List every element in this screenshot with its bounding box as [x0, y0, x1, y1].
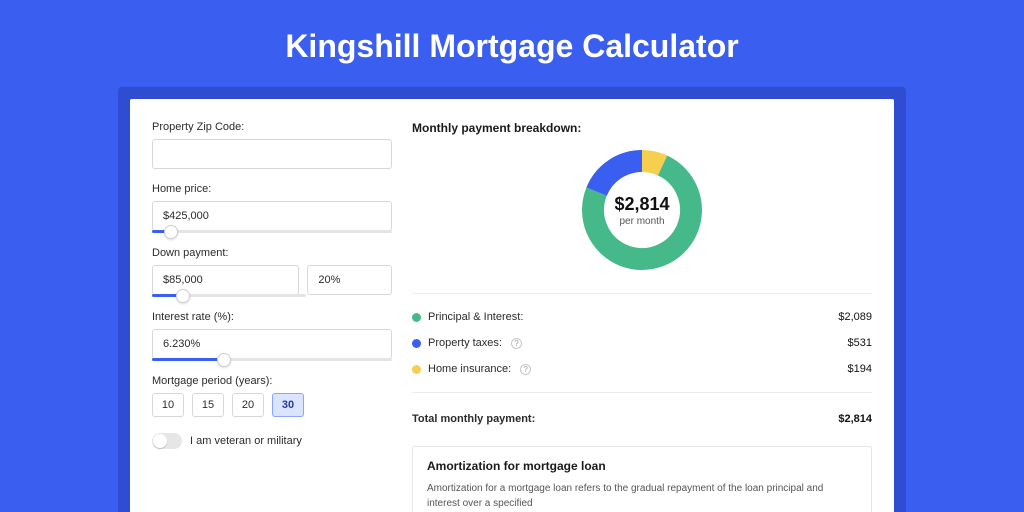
- veteran-label: I am veteran or military: [190, 435, 302, 447]
- calculator-card: Property Zip Code: Home price: Down paym…: [130, 99, 894, 512]
- home-price-slider-thumb[interactable]: [164, 225, 178, 239]
- amortization-box: Amortization for mortgage loan Amortizat…: [412, 446, 872, 512]
- down-payment-label: Down payment:: [152, 247, 392, 259]
- veteran-toggle[interactable]: [152, 433, 182, 449]
- interest-rate-block: Interest rate (%):: [152, 311, 392, 361]
- down-payment-amount-input[interactable]: [152, 265, 299, 295]
- down-payment-block: Down payment:: [152, 247, 392, 297]
- total-row: Total monthly payment: $2,814: [412, 403, 872, 432]
- home-price-slider[interactable]: [152, 230, 392, 233]
- zip-input[interactable]: [152, 139, 392, 169]
- app-shell: Property Zip Code: Home price: Down paym…: [118, 87, 906, 512]
- legend-value: $2,089: [838, 311, 872, 323]
- donut-amount: $2,814: [614, 194, 669, 215]
- down-payment-slider-thumb[interactable]: [176, 289, 190, 303]
- divider: [412, 293, 872, 294]
- legend-row: Principal & Interest: $2,089: [412, 304, 872, 330]
- interest-rate-slider[interactable]: [152, 358, 392, 361]
- interest-rate-slider-thumb[interactable]: [217, 353, 231, 367]
- total-label: Total monthly payment:: [412, 413, 535, 425]
- legend-label: Property taxes:: [428, 337, 502, 349]
- total-value: $2,814: [838, 413, 872, 425]
- period-label: Mortgage period (years):: [152, 375, 392, 387]
- period-options: 10 15 20 30: [152, 393, 392, 417]
- legend-value: $531: [848, 337, 872, 349]
- legend-value: $194: [848, 363, 872, 375]
- zip-label: Property Zip Code:: [152, 121, 392, 133]
- legend-dot: [412, 339, 421, 348]
- legend-label: Home insurance:: [428, 363, 511, 375]
- interest-rate-label: Interest rate (%):: [152, 311, 392, 323]
- period-option-10[interactable]: 10: [152, 393, 184, 417]
- period-option-15[interactable]: 15: [192, 393, 224, 417]
- donut-chart: $2,814 per month: [577, 145, 707, 275]
- legend-dot: [412, 365, 421, 374]
- legend: Principal & Interest: $2,089 Property taxe…: [412, 304, 872, 382]
- veteran-row: I am veteran or military: [152, 433, 392, 449]
- zip-block: Property Zip Code:: [152, 121, 392, 169]
- donut-center: $2,814 per month: [577, 145, 707, 275]
- divider: [412, 392, 872, 393]
- legend-label: Principal & Interest:: [428, 311, 523, 323]
- veteran-toggle-knob: [153, 434, 167, 448]
- legend-row: Home insurance:? $194: [412, 356, 872, 382]
- form-column: Property Zip Code: Home price: Down paym…: [152, 121, 392, 512]
- amortization-title: Amortization for mortgage loan: [427, 459, 857, 473]
- amortization-body: Amortization for a mortgage loan refers …: [427, 481, 857, 511]
- legend-dot: [412, 313, 421, 322]
- home-price-block: Home price:: [152, 183, 392, 233]
- breakdown-column: Monthly payment breakdown: $2,814 per mo…: [412, 121, 872, 512]
- down-payment-slider[interactable]: [152, 294, 306, 297]
- period-option-30[interactable]: 30: [272, 393, 304, 417]
- home-price-input[interactable]: [152, 201, 392, 231]
- breakdown-title: Monthly payment breakdown:: [412, 121, 872, 135]
- legend-row: Property taxes:? $531: [412, 330, 872, 356]
- down-payment-pct-input[interactable]: [307, 265, 392, 295]
- info-icon[interactable]: ?: [520, 364, 531, 375]
- donut-sub: per month: [619, 216, 664, 227]
- interest-rate-slider-fill: [152, 358, 224, 361]
- home-price-label: Home price:: [152, 183, 392, 195]
- info-icon[interactable]: ?: [511, 338, 522, 349]
- page-title: Kingshill Mortgage Calculator: [0, 0, 1024, 87]
- period-block: Mortgage period (years): 10 15 20 30: [152, 375, 392, 417]
- interest-rate-input[interactable]: [152, 329, 392, 359]
- period-option-20[interactable]: 20: [232, 393, 264, 417]
